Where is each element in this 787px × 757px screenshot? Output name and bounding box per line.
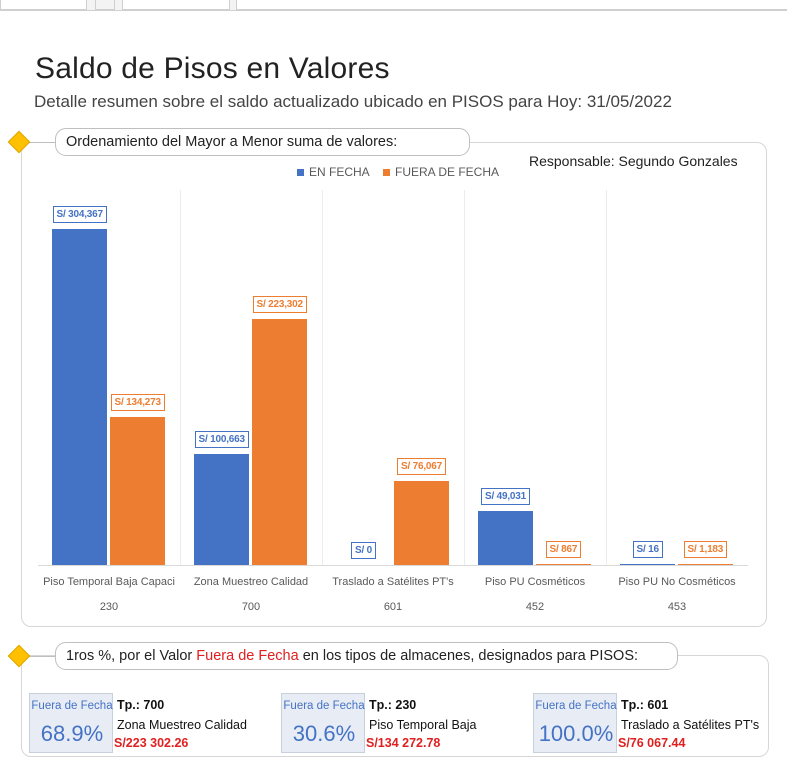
kpi-box: Fuera de Fecha 30.6%	[281, 693, 365, 753]
category-code: 453	[667, 601, 687, 613]
kpi-value: 68.9%	[40, 721, 104, 746]
category-code: 700	[241, 601, 261, 613]
formula-bar[interactable]	[236, 0, 787, 10]
card-name: Zona Muestreo Calidad	[117, 718, 247, 732]
bar-orange	[252, 318, 307, 565]
category-code: 230	[99, 601, 119, 613]
section-heading: 1ros %, por el Valor Fuera de Fecha en l…	[55, 642, 678, 670]
gridline	[606, 190, 607, 565]
sheet-tab[interactable]	[95, 0, 115, 10]
legend-swatch	[383, 168, 390, 176]
data-label: S/ 49,031	[481, 487, 531, 505]
kpi-value: 100.0%	[538, 721, 614, 746]
category-code: 601	[383, 601, 403, 613]
legend-label: FUERA DE FECHA	[395, 165, 500, 179]
summary-card: Fuera de Fecha 68.9% Tp.: 700 Zona Muest…	[29, 693, 279, 753]
kpi-value: 30.6%	[292, 721, 356, 746]
gridline	[180, 190, 181, 565]
category-label: Traslado a Satélites PT's	[332, 576, 454, 588]
card-name: Piso Temporal Baja	[369, 718, 477, 732]
legend-item-en-fecha: EN FECHA	[297, 165, 370, 179]
gridline	[464, 190, 465, 565]
bar-orange	[394, 481, 449, 565]
page-title: Saldo de Pisos en Valores	[35, 52, 390, 85]
bar-blue	[52, 229, 107, 565]
kpi-label: Fuera de Fecha	[535, 700, 617, 712]
responsable-label: Responsable: Segundo Gonzales	[529, 153, 738, 169]
sheet-tab[interactable]	[0, 0, 87, 10]
kpi-box: Fuera de Fecha 68.9%	[29, 693, 113, 753]
summary-card: Fuera de Fecha 100.0% Tp.: 601 Traslado …	[533, 693, 783, 753]
data-label: S/ 16	[632, 540, 663, 558]
kpi-box: Fuera de Fecha 100.0%	[533, 693, 617, 753]
data-label: S/ 0	[351, 542, 376, 559]
section-heading: Ordenamiento del Mayor a Menor suma de v…	[55, 128, 470, 156]
window-tab-strip	[0, 0, 787, 11]
connector-line	[24, 656, 56, 657]
card-value: S/223 302.26	[114, 736, 189, 750]
legend-swatch	[297, 168, 304, 176]
category-label: Zona Muestreo Calidad	[193, 576, 309, 588]
card-type: Tp.: 601	[621, 698, 669, 712]
bar-blue	[478, 510, 533, 565]
bar-orange	[678, 563, 733, 565]
card-value: S/76 067.44	[618, 736, 686, 750]
bar-orange	[536, 563, 591, 565]
legend-label: EN FECHA	[309, 165, 370, 179]
connector-line	[24, 142, 56, 143]
data-label: S/ 1,183	[683, 540, 728, 558]
bar-blue	[620, 563, 675, 565]
data-label: S/ 867	[545, 540, 582, 558]
card-name: Traslado a Satélites PT's	[621, 718, 760, 732]
heading-text: en los tipos de almacenes, designados pa…	[298, 648, 639, 664]
data-label: S/ 304,367	[52, 206, 107, 224]
bar-blue	[194, 453, 249, 565]
legend-item-fuera-de-fecha: FUERA DE FECHA	[383, 165, 499, 179]
category-label: Piso Temporal Baja Capaci	[43, 576, 175, 588]
summary-card: Fuera de Fecha 30.6% Tp.: 230 Piso Tempo…	[281, 693, 531, 753]
heading-text: 1ros %, por el Valor	[66, 648, 197, 664]
heading-highlight: Fuera de Fecha	[196, 648, 299, 664]
page-subtitle: Detalle resumen sobre el saldo actualiza…	[34, 92, 672, 111]
data-label: S/ 100,663	[194, 430, 249, 448]
data-label: S/ 223,302	[252, 295, 307, 313]
data-label: S/ 134,273	[110, 393, 165, 411]
sheet-tab[interactable]	[122, 0, 230, 10]
card-value: S/134 272.78	[366, 736, 441, 750]
card-type: Tp.: 700	[117, 698, 165, 712]
chart-baseline	[38, 565, 748, 566]
kpi-label: Fuera de Fecha	[31, 700, 113, 712]
bar-orange	[110, 416, 165, 565]
summary-panel	[21, 655, 769, 757]
gridline	[322, 190, 323, 565]
data-label: S/ 76,067	[397, 458, 447, 476]
category-label: Piso PU No Cosméticos	[618, 576, 736, 588]
kpi-label: Fuera de Fecha	[283, 700, 365, 712]
category-code: 452	[525, 601, 545, 613]
card-type: Tp.: 230	[369, 698, 417, 712]
category-label: Piso PU Cosméticos	[484, 576, 586, 588]
